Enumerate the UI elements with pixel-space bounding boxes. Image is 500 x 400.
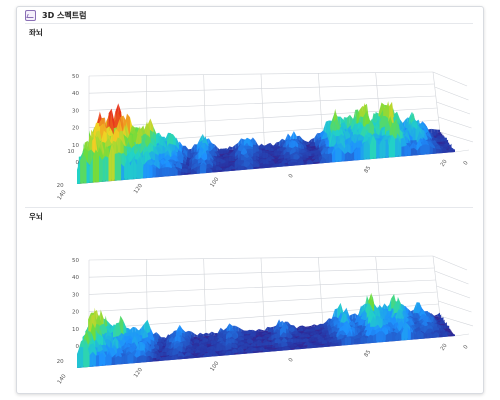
z-axis-tick-label: 30 bbox=[72, 292, 79, 298]
spectrum-window: 3D 스펙트럼 좌뇌 50 40 30 20 10 0 10 20 140 120 100 0 85 20… bbox=[16, 6, 484, 394]
depth-axis-tick-label: 20 bbox=[57, 359, 64, 365]
z-axis-tick-label: 20 bbox=[72, 310, 79, 316]
frequency-axis-tick-label: 140 bbox=[57, 373, 68, 385]
time-axis-tick-label: 0 bbox=[463, 160, 470, 167]
frequency-axis-tick-label: 140 bbox=[57, 189, 68, 201]
spectrum-surface bbox=[77, 292, 455, 368]
frequency-axis-tick-label: 85 bbox=[363, 165, 372, 175]
right-brain-spectrum-panel: 우뇌 50 40 30 20 10 0 20 140 120 100 0 85 20 0 bbox=[25, 207, 473, 386]
left-brain-panel-title: 좌뇌 bbox=[29, 28, 43, 37]
frequency-axis-tick-label: 0 bbox=[288, 357, 295, 364]
depth-axis-tick-label: 10 bbox=[67, 149, 74, 155]
z-axis-tick-label: 0 bbox=[76, 160, 80, 166]
time-axis-tick-label: 0 bbox=[463, 344, 470, 351]
frequency-axis-tick-label: 100 bbox=[210, 360, 221, 372]
z-axis-tick-label: 0 bbox=[76, 344, 80, 350]
left-brain-spectrum-panel: 좌뇌 50 40 30 20 10 0 10 20 140 120 100 0 85 20 0 bbox=[25, 23, 473, 202]
chart-window-icon bbox=[25, 9, 36, 21]
frequency-axis-tick-label: 120 bbox=[133, 183, 144, 195]
right-brain-panel-title: 우뇌 bbox=[29, 212, 43, 221]
frequency-axis-tick-label: 100 bbox=[210, 176, 221, 188]
z-axis-tick-label: 40 bbox=[72, 275, 79, 281]
frequency-axis-tick-label: 120 bbox=[133, 367, 144, 379]
z-axis-tick-label: 20 bbox=[72, 126, 79, 132]
frequency-axis-tick-label: 20 bbox=[440, 158, 449, 168]
window-title: 3D 스펙트럼 bbox=[42, 10, 87, 20]
z-axis-tick-label: 10 bbox=[72, 143, 79, 149]
window-titlebar: 3D 스펙트럼 bbox=[17, 7, 483, 23]
z-axis-tick-label: 30 bbox=[72, 108, 79, 114]
z-axis-tick-label: 50 bbox=[72, 258, 79, 264]
depth-axis-tick-label: 20 bbox=[57, 183, 64, 189]
frequency-axis-tick-label: 0 bbox=[288, 173, 295, 180]
frequency-axis-tick-label: 85 bbox=[363, 349, 372, 359]
spectrum-surface bbox=[77, 101, 455, 184]
frequency-axis-tick-label: 20 bbox=[440, 342, 449, 352]
z-axis-tick-label: 40 bbox=[72, 91, 79, 97]
z-axis-tick-label: 50 bbox=[72, 74, 79, 80]
z-axis-tick-label: 10 bbox=[72, 327, 79, 333]
